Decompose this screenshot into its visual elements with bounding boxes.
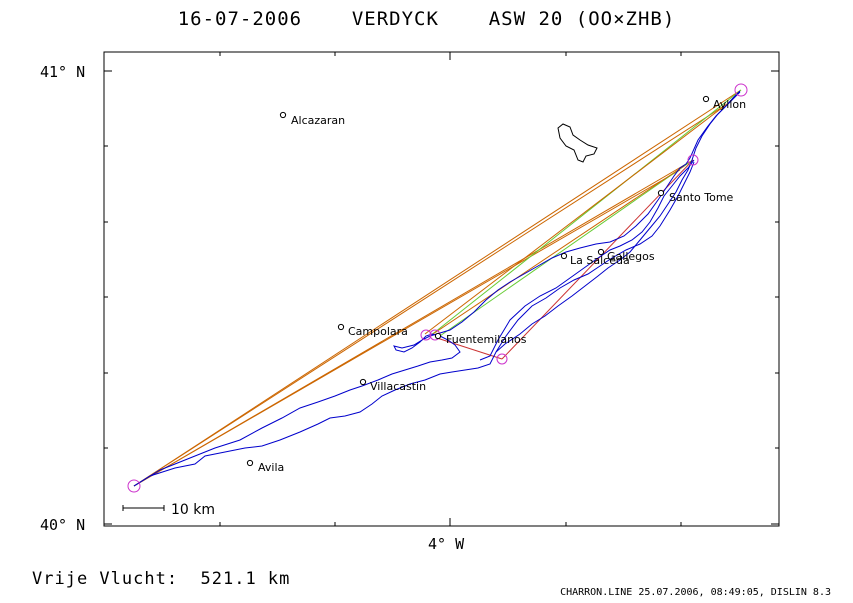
task-leg-alt bbox=[436, 159, 694, 339]
task-leg-alt bbox=[429, 89, 742, 337]
place-marker-alcazaran bbox=[279, 111, 287, 119]
scale-bar-label: 10 km bbox=[171, 502, 215, 518]
turnpoint-marker bbox=[420, 329, 432, 341]
place-label-gallegos: Gallegos bbox=[607, 250, 655, 263]
free-flight-distance: Vrije Vlucht: 521.1 km bbox=[32, 569, 291, 589]
place-label-fuentemilanos: Fuentemilanos bbox=[446, 333, 527, 346]
place-label-villacastin: Villacastin bbox=[370, 380, 426, 393]
place-label-alcazaran: Alcazaran bbox=[291, 114, 345, 127]
lon-center-label: 4° W bbox=[428, 535, 465, 553]
left-ticks bbox=[104, 70, 112, 525]
place-marker-la-salceda bbox=[560, 252, 568, 260]
lat-bottom-label: 40° N bbox=[40, 516, 85, 534]
lake-outline bbox=[557, 123, 598, 163]
task-leg bbox=[133, 169, 681, 487]
place-label-santo-tome: Santo Tome bbox=[669, 191, 734, 204]
flight-date: 16-07-2006 bbox=[177, 8, 303, 30]
lat-top-label: 41° N bbox=[40, 63, 85, 81]
top-ticks bbox=[219, 52, 682, 60]
place-label-la-salceda: La Salceda bbox=[570, 254, 630, 267]
place-markers bbox=[246, 95, 710, 467]
task-leg bbox=[133, 89, 742, 487]
task-leg bbox=[133, 103, 728, 487]
task-leg bbox=[429, 165, 685, 337]
software-credit: CHARRON.LINE 25.07.2006, 08:49:05, DISLI… bbox=[560, 587, 831, 598]
place-marker-fuentemilanos bbox=[434, 332, 442, 340]
task-legs bbox=[133, 89, 742, 487]
place-marker-villacastin bbox=[359, 378, 367, 386]
pilot-name: VERDYCK bbox=[351, 8, 439, 30]
place-marker-campolara bbox=[337, 323, 345, 331]
task-leg bbox=[424, 103, 728, 335]
place-marker-avila bbox=[246, 459, 254, 467]
turnpoint-marker bbox=[496, 353, 508, 365]
connector-leg bbox=[436, 337, 503, 360]
place-marker-gallegos bbox=[597, 248, 605, 256]
bottom-ticks bbox=[219, 518, 682, 526]
glider-name: ASW 20 (OO×ZHB) bbox=[488, 8, 676, 30]
map-frame bbox=[103, 51, 780, 527]
place-marker-ayllon bbox=[702, 95, 710, 103]
scale-bar bbox=[122, 505, 165, 511]
turnpoint-marker bbox=[127, 479, 141, 493]
right-ticks bbox=[771, 70, 779, 525]
map-title: 16-07-2006 VERDYCK ASW 20 (OO×ZHB) bbox=[0, 8, 853, 30]
place-label-ayllon: Ayllon bbox=[713, 98, 746, 111]
place-label-campolara: Campolara bbox=[348, 325, 408, 338]
turnpoint-marker bbox=[687, 154, 699, 166]
turnpoint-marker bbox=[734, 83, 748, 97]
place-marker-santo-tome bbox=[657, 189, 665, 197]
place-label-avila: Avila bbox=[258, 461, 284, 474]
